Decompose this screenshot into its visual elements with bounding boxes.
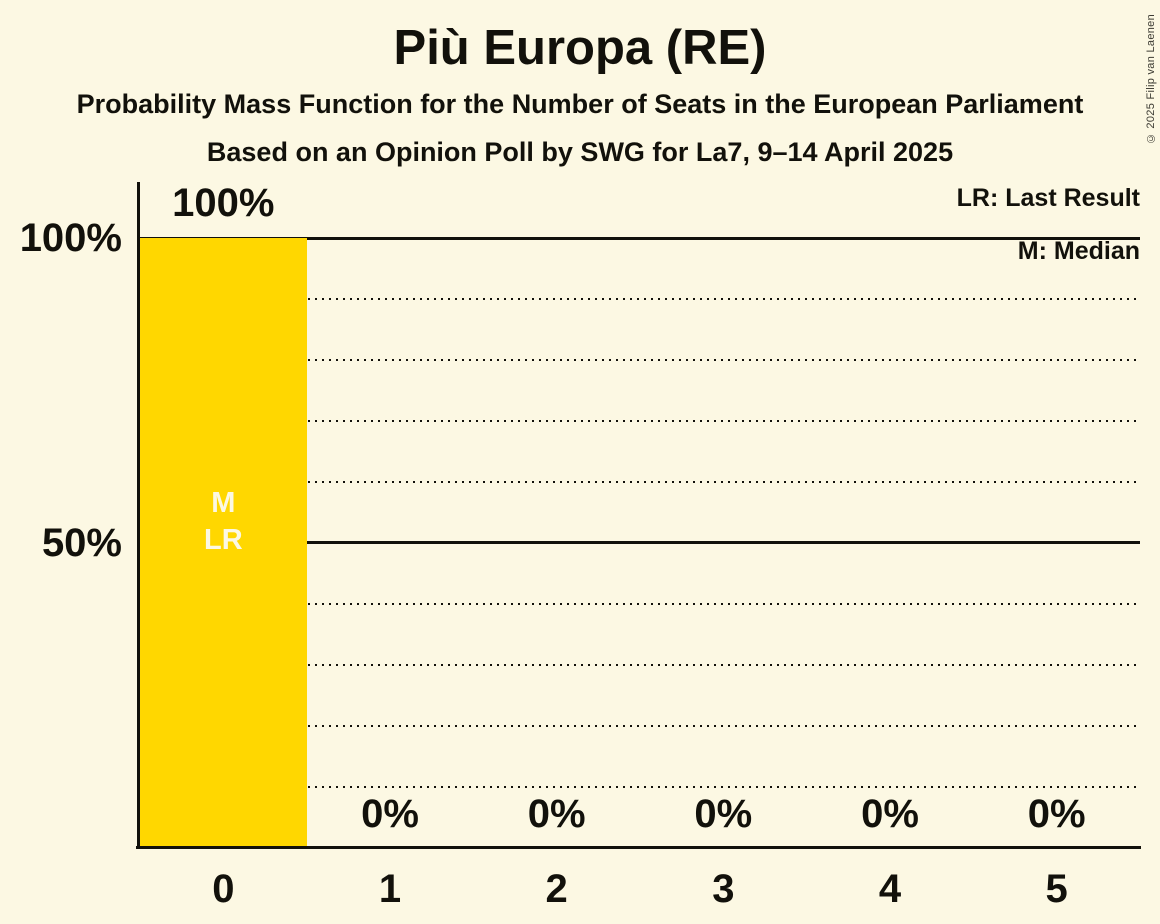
bar-value-label: 0% <box>527 792 586 836</box>
bar-value-label: 0% <box>861 792 919 836</box>
chart-poll-source: Based on an Opinion Poll by SWG for La7,… <box>206 137 954 167</box>
bar-value-label: 0% <box>694 792 753 836</box>
y-tick-label-100: 100% <box>19 216 122 260</box>
gridline-90 <box>140 298 1140 300</box>
gridline-40 <box>140 603 1140 605</box>
gridline-80 <box>140 359 1140 361</box>
x-tick-label: 0 <box>212 867 235 911</box>
x-tick-label: 2 <box>545 867 568 911</box>
last-result-marker: LR <box>203 524 243 556</box>
bar-column-4: 0% 4 <box>807 238 974 909</box>
copyright-notice: © 2025 Filip van Laenen <box>1145 14 1157 145</box>
x-tick-label: 1 <box>378 867 402 911</box>
gridline-60 <box>140 481 1140 483</box>
gridline-10 <box>140 786 1140 788</box>
chart-title: Più Europa (RE) <box>393 21 767 75</box>
bar-value-label: 100% <box>172 181 275 225</box>
gridline-70 <box>140 420 1140 422</box>
gridline-20 <box>140 725 1140 727</box>
median-marker: M <box>211 487 236 519</box>
bar-seats-0 <box>140 238 307 848</box>
y-tick-label-50: 50% <box>41 521 122 565</box>
bar-markers: M LR <box>140 485 307 559</box>
bar-column-0: M LR 100% 0 <box>140 183 307 909</box>
x-tick-label: 4 <box>878 867 902 911</box>
x-tick-label: 5 <box>1045 867 1068 911</box>
bar-column-3: 0% 3 <box>640 238 807 909</box>
gridline-50 <box>140 541 1140 544</box>
x-axis-line <box>136 846 1141 849</box>
legend-last-result: LR: Last Result <box>956 184 1140 212</box>
y-axis-line <box>137 182 140 849</box>
bar-value-label: 0% <box>361 792 419 836</box>
bar-column-1: 0% 1 <box>307 238 474 909</box>
x-tick-label: 3 <box>712 867 735 911</box>
gridline-30 <box>140 664 1140 666</box>
bar-column-5: 0% 5 <box>973 238 1140 909</box>
chart-subtitle: Probability Mass Function for the Number… <box>76 89 1084 119</box>
bar-column-2: 0% 2 <box>473 238 640 909</box>
gridline-100 <box>140 237 1140 240</box>
plot-area: M LR 100% 0 0% 1 0% 2 0% 3 0% 4 <box>140 183 1140 909</box>
legend-median: M: Median <box>1017 237 1140 265</box>
bar-value-label: 0% <box>1027 792 1086 836</box>
